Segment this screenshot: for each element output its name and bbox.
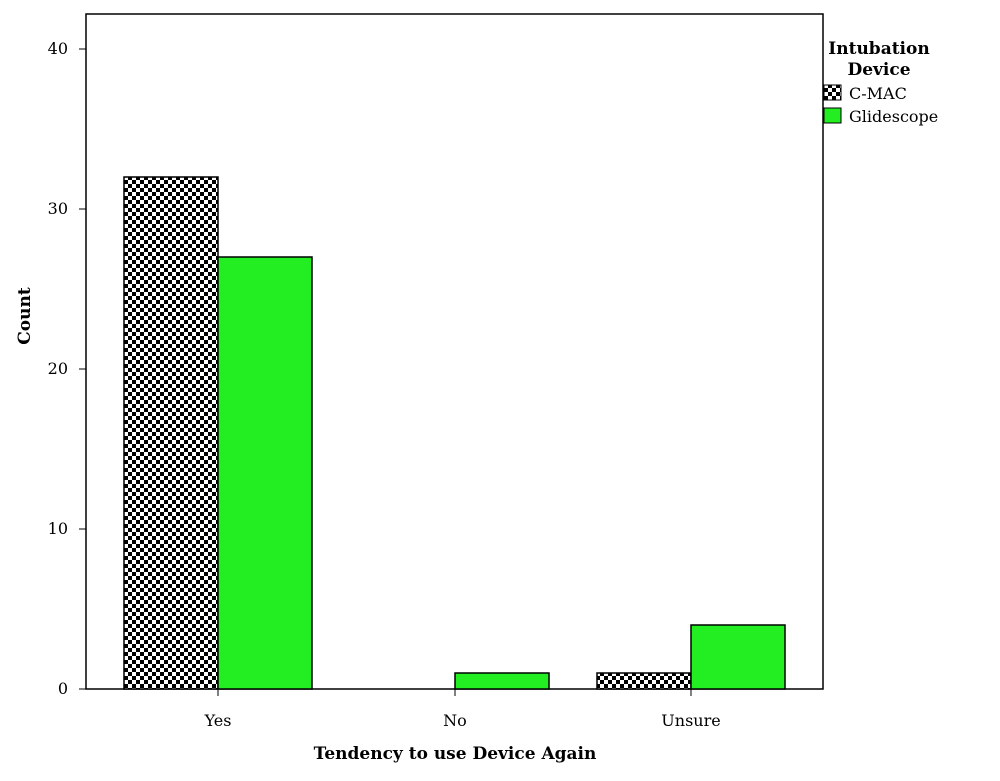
y-tick-label: 30 [48,199,68,218]
y-axis-title: Count [15,287,35,345]
bar-glidescope-no [454,672,550,690]
x-tick-label-no: No [443,711,467,730]
x-axis-title: Tendency to use Device Again [314,744,597,764]
bar-c-mac-yes [123,176,219,690]
y-tick-label: 0 [58,679,68,698]
bar-glidescope-yes [217,256,313,690]
legend: Intubation Device C-MAC Glidescope [823,39,938,126]
x-tick-label-unsure: Unsure [661,711,720,730]
y-tick-label: 10 [48,519,68,538]
legend-label-c-mac: C-MAC [849,84,907,103]
y-tick-label: 40 [48,39,68,58]
legend-title-line1: Intubation [828,39,929,59]
x-axis: Yes No Unsure [204,689,721,730]
legend-label-glidescope: Glidescope [849,107,938,126]
x-tick-label-yes: Yes [204,711,232,730]
bar-glidescope-unsure [690,624,786,690]
bars-group [123,176,786,690]
legend-swatch-glidescope [823,107,842,124]
bar-c-mac-unsure [596,672,692,690]
legend-swatch-c-mac [823,84,842,101]
legend-title-line2: Device [847,60,910,80]
y-tick-label: 20 [48,359,68,378]
y-axis: 0 10 20 30 40 [48,39,86,698]
